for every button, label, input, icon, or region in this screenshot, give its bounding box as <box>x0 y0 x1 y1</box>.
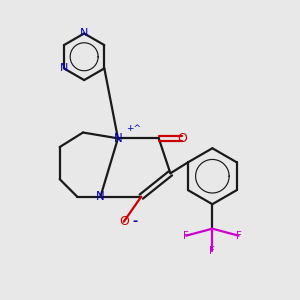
Text: +^: +^ <box>126 124 141 133</box>
Text: F: F <box>209 246 215 256</box>
Text: O: O <box>119 215 129 228</box>
Text: N: N <box>60 63 68 74</box>
Text: F: F <box>236 231 242 241</box>
Text: N: N <box>80 28 88 38</box>
Text: O: O <box>177 132 187 145</box>
Text: F: F <box>183 231 189 241</box>
Text: N: N <box>96 190 105 203</box>
Text: -: - <box>132 215 137 228</box>
Text: N: N <box>114 132 122 145</box>
